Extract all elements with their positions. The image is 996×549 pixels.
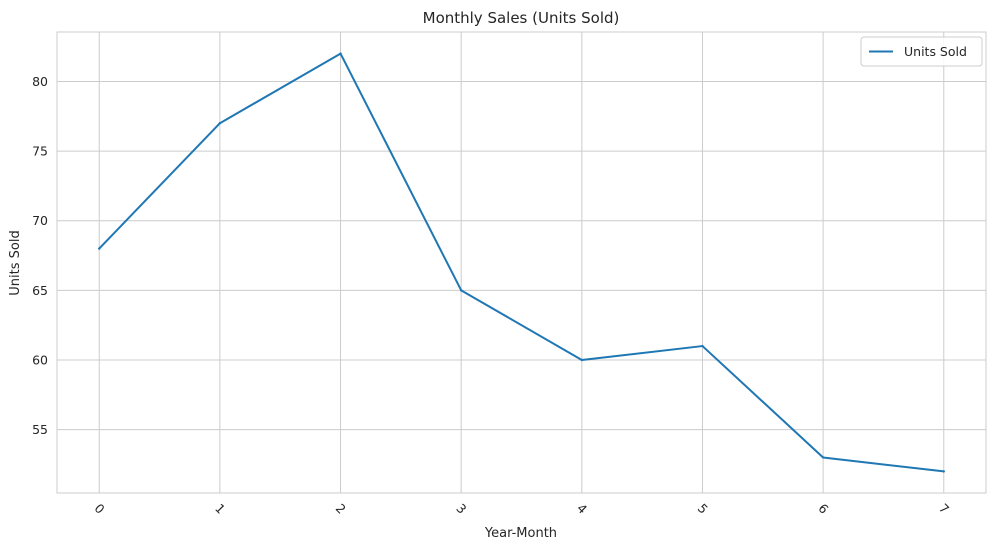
series-line-units-sold [98, 52, 945, 473]
data-point [218, 122, 222, 125]
x-axis-label: Year-Month [484, 526, 557, 541]
chart-title: Monthly Sales (Units Sold) [423, 9, 620, 27]
grid-lines [57, 32, 986, 493]
y-tick-label: 80 [32, 74, 48, 89]
data-point [942, 470, 945, 473]
data-point [98, 247, 101, 250]
y-tick-label: 55 [32, 422, 48, 437]
legend-label-units-sold: Units Sold [904, 44, 967, 59]
data-point [459, 289, 463, 292]
y-axis-ticks: 55 60 65 70 75 80 [32, 74, 48, 437]
y-tick-label: 65 [32, 283, 48, 298]
plot-area-frame [56, 31, 987, 494]
legend: Units Sold [860, 36, 983, 67]
data-point [339, 52, 342, 55]
y-axis-label: Units Sold [8, 230, 23, 295]
legend-box [860, 36, 983, 67]
y-tick-label: 70 [32, 213, 48, 228]
series-layer [98, 52, 945, 473]
data-point [580, 358, 584, 362]
data-point [821, 456, 825, 459]
data-point [701, 344, 704, 348]
y-tick-label: 75 [32, 144, 48, 159]
y-tick-label: 60 [32, 352, 48, 367]
